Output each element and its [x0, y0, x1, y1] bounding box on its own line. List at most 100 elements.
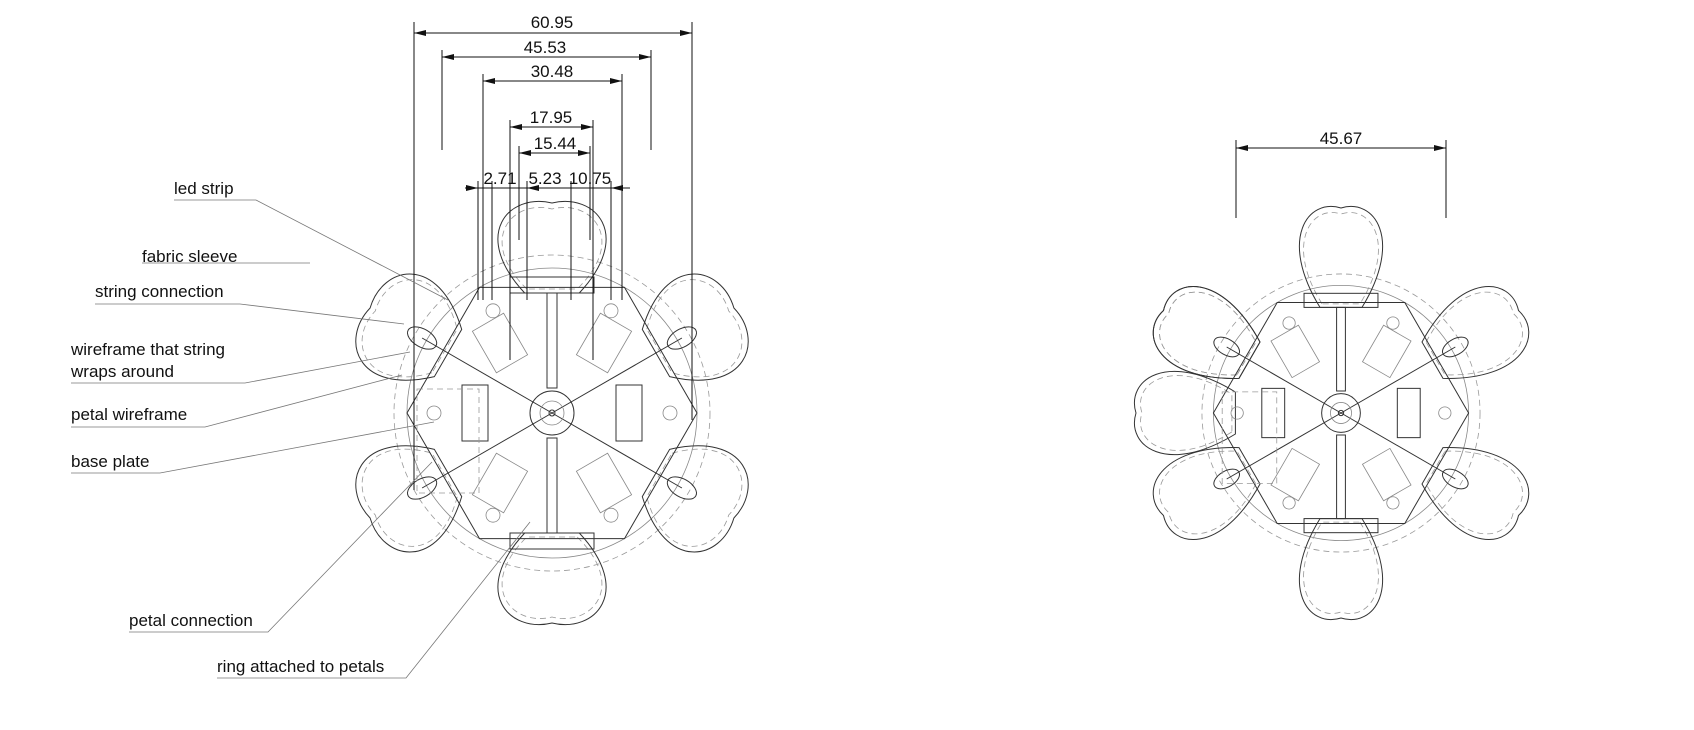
dim-17-95: 17.95 — [530, 108, 573, 127]
left-component-left — [461, 384, 489, 442]
right-petal-inner-5 — [1159, 450, 1257, 535]
right-spoke-3 — [1226, 346, 1342, 414]
right-hub-inner — [1330, 402, 1352, 424]
right-component-right — [1396, 387, 1421, 439]
left-bolt-2 — [603, 507, 619, 523]
right-flower-assembly — [1134, 206, 1530, 620]
dim-5-23: 5.23 — [528, 169, 561, 188]
right-petal-6 — [1152, 286, 1261, 379]
right-petal-8 — [1152, 286, 1261, 379]
right-petal-4 — [1299, 518, 1383, 620]
right-petal-2 — [1421, 286, 1530, 379]
left-bolt-5 — [485, 303, 501, 319]
right-module-3 — [1270, 447, 1321, 502]
right-module-1 — [1270, 324, 1321, 379]
left-bolt-1 — [662, 405, 678, 421]
right-petal-1 — [1299, 206, 1383, 308]
left-string-connection-4 — [666, 326, 697, 350]
dim-10-75: 10.75 — [569, 169, 612, 188]
right-petal-inner-1 — [1303, 212, 1379, 305]
right-bolt-5 — [1282, 316, 1296, 330]
right-petal-inner-4 — [1303, 521, 1379, 614]
left-dashed-box — [416, 388, 480, 494]
left-module-2 — [575, 312, 633, 374]
right-led-strip-top — [1303, 292, 1379, 308]
left-petal-5 — [355, 445, 463, 553]
left-callouts: led strip fabric sleeve string connectio… — [70, 179, 531, 679]
right-string-connection-1 — [1441, 468, 1469, 490]
left-base-plate — [406, 286, 698, 540]
right-string-connection-3 — [1213, 336, 1241, 358]
dim-2-71: 2.71 — [483, 169, 516, 188]
left-dimensions: 60.95 45.53 30.48 17.95 15.44 — [413, 13, 693, 490]
label-string-connection: string connection — [95, 282, 224, 301]
right-petal-inner-2 — [1425, 291, 1523, 376]
right-petal-5 — [1152, 447, 1261, 540]
left-hub-inner — [539, 400, 565, 426]
right-spoke-1 — [1340, 412, 1456, 480]
right-component-left — [1261, 387, 1286, 439]
right-led-strip-bottom — [1303, 518, 1379, 534]
right-petal-inner-7 — [1140, 375, 1233, 451]
right-string-connection-2 — [1213, 468, 1241, 490]
left-petal-3 — [641, 445, 749, 553]
left-petal-6 — [355, 273, 463, 381]
right-bolt-6 — [1386, 316, 1400, 330]
right-base-plate — [1212, 302, 1470, 524]
left-bar-bottom — [546, 437, 558, 534]
dim-60-95: 60.95 — [531, 13, 574, 32]
label-petal-connection: petal connection — [129, 611, 253, 630]
right-spoke-2 — [1226, 412, 1342, 480]
right-petal-inner-3 — [1425, 450, 1523, 535]
dim-15-44: 15.44 — [534, 134, 577, 153]
left-petal-1 — [497, 201, 607, 294]
left-petal-2 — [641, 273, 749, 381]
left-spoke-2 — [421, 412, 553, 489]
left-module-3 — [471, 452, 529, 514]
right-bar-bottom — [1336, 434, 1346, 520]
right-bolt-1 — [1438, 406, 1452, 420]
left-hub — [529, 390, 575, 436]
label-base-plate: base plate — [71, 452, 149, 471]
right-bolt-4 — [1230, 406, 1244, 420]
dim-45-53: 45.53 — [524, 38, 567, 57]
right-string-connection-4 — [1441, 336, 1469, 358]
dim-30-48: 30.48 — [531, 62, 574, 81]
left-string-connection-2 — [407, 476, 438, 500]
left-string-connection-3 — [407, 326, 438, 350]
left-petal-inner-3 — [646, 448, 743, 547]
right-dashed-box — [1221, 391, 1278, 484]
label-wireframe-line2: wraps around — [70, 362, 174, 381]
right-petal-inner-8 — [1159, 291, 1257, 376]
right-dimensions: 45.67 — [1235, 129, 1447, 218]
dim-45-67: 45.67 — [1320, 129, 1363, 148]
left-hub-center — [548, 409, 556, 417]
right-module-2 — [1361, 324, 1412, 379]
right-petal-3 — [1421, 447, 1530, 540]
left-petal-4 — [497, 532, 607, 625]
label-wireframe-line1: wireframe that string — [70, 340, 225, 359]
right-spoke-4 — [1340, 346, 1456, 414]
right-petal-7 — [1134, 371, 1236, 455]
left-petal-inner-6 — [361, 279, 458, 378]
left-petal-inner-4 — [501, 536, 603, 619]
right-bolt-3 — [1282, 496, 1296, 510]
left-spoke-4 — [551, 337, 683, 414]
left-string-connection-1 — [666, 476, 697, 500]
left-outer-ring — [393, 254, 711, 572]
left-petal-inner-1 — [501, 207, 603, 290]
left-bolt-4 — [426, 405, 442, 421]
left-spoke-3 — [421, 337, 553, 414]
left-petal-inner-5 — [361, 448, 458, 547]
label-fabric-sleeve: fabric sleeve — [142, 247, 237, 266]
label-led-strip: led strip — [174, 179, 234, 198]
left-module-1 — [471, 312, 529, 374]
right-bolt-2 — [1386, 496, 1400, 510]
left-bolt-3 — [485, 507, 501, 523]
left-flower-assembly — [355, 201, 749, 625]
left-petal-inner-2 — [646, 279, 743, 378]
label-ring-attached: ring attached to petals — [217, 657, 384, 676]
left-spoke-1 — [551, 412, 683, 489]
left-component-right — [615, 384, 643, 442]
